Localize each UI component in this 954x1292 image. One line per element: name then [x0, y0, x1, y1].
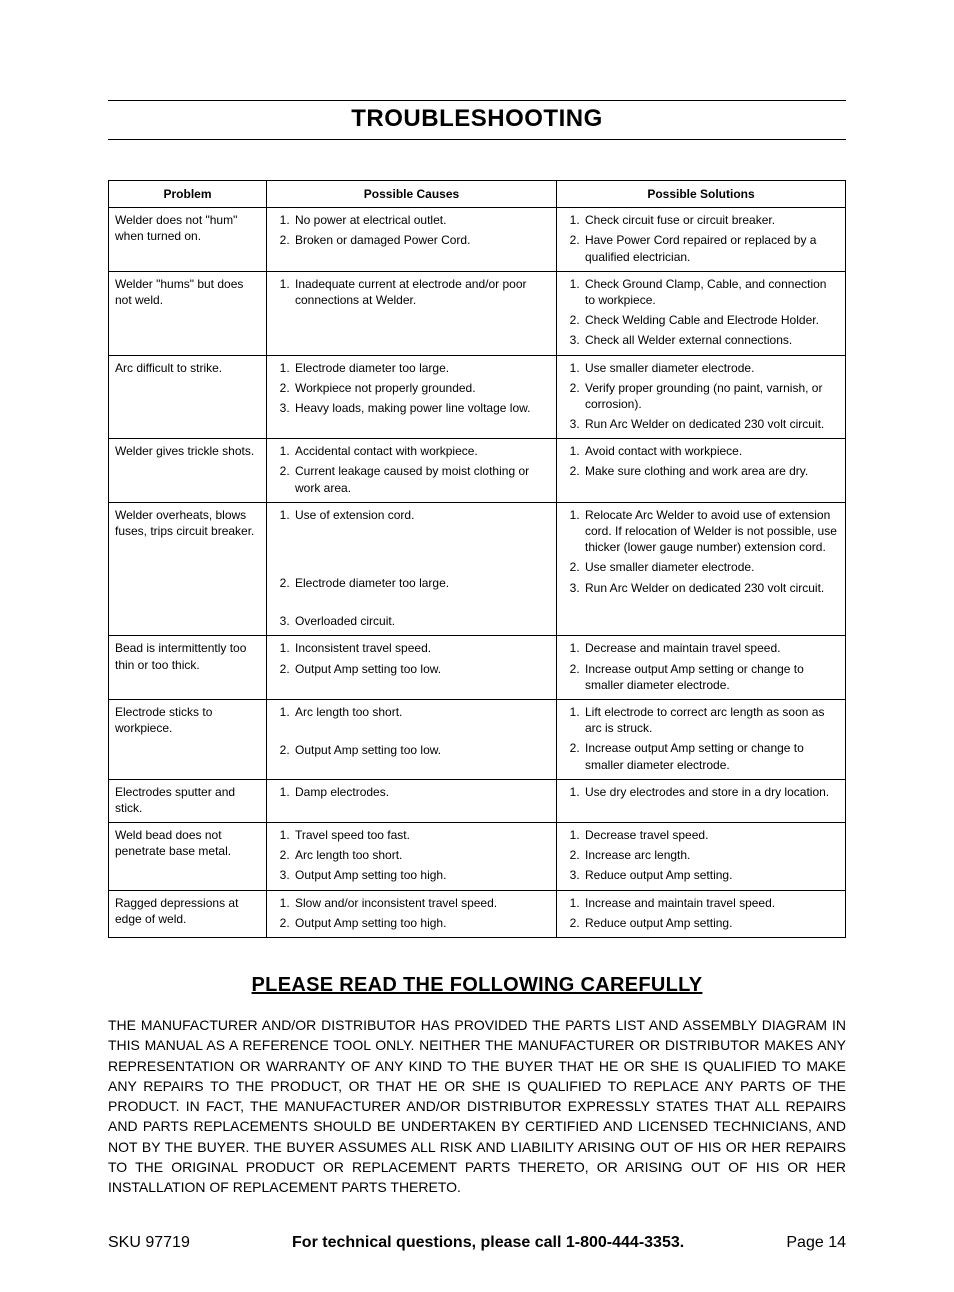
solution-item: Check circuit fuse or circuit breaker. — [583, 212, 839, 228]
footer-sku: SKU 97719 — [108, 1234, 190, 1252]
table-row: Electrode sticks to workpiece.Arc length… — [109, 699, 846, 779]
solution-item: Increase output Amp setting or change to… — [583, 661, 839, 693]
disclaimer-text: THE MANUFACTURER AND/OR DISTRIBUTOR HAS … — [108, 1015, 846, 1198]
cause-item: Electrode diameter too large. — [293, 360, 550, 376]
solution-item: Relocate Arc Welder to avoid use of exte… — [583, 507, 839, 556]
solution-item: Check Ground Clamp, Cable, and connectio… — [583, 276, 839, 308]
cell-causes: No power at electrical outlet. Broken or … — [267, 208, 557, 272]
cause-item: Heavy loads, making power line voltage l… — [293, 400, 550, 416]
table-row: Bead is intermittently too thin or too t… — [109, 636, 846, 700]
cell-causes: Accidental contact with workpiece. Curren… — [267, 439, 557, 503]
cell-problem: Weld bead does not penetrate base metal. — [109, 823, 267, 891]
table-row: Welder overheats, blows fuses, trips cir… — [109, 502, 846, 636]
cause-item: Travel speed too fast. — [293, 827, 550, 843]
cause-item: Electrode diameter too large. — [293, 575, 550, 591]
solution-item: Reduce output Amp setting. — [583, 915, 839, 931]
cell-causes: Arc length too short. Output Amp setting … — [267, 699, 557, 779]
solution-item: Decrease travel speed. — [583, 827, 839, 843]
cell-solutions: Check circuit fuse or circuit breaker. Ha… — [557, 208, 846, 272]
solution-item: Run Arc Welder on dedicated 230 volt cir… — [583, 416, 839, 432]
cell-problem: Arc difficult to strike. — [109, 355, 267, 439]
cell-causes: Travel speed too fast. Arc length too sho… — [267, 823, 557, 891]
cause-item: No power at electrical outlet. — [293, 212, 550, 228]
solution-item: Check Welding Cable and Electrode Holder… — [583, 312, 839, 328]
table-row: Electrodes sputter and stick. Damp electr… — [109, 779, 846, 822]
solution-item: Increase output Amp setting or change to… — [583, 740, 839, 772]
solution-item: Avoid contact with workpiece. — [583, 443, 839, 459]
cell-problem: Welder gives trickle shots. — [109, 439, 267, 503]
cell-problem: Ragged depressions at edge of weld. — [109, 890, 267, 937]
cell-problem: Welder does not "hum" when turned on. — [109, 208, 267, 272]
cause-item: Output Amp setting too low. — [293, 661, 550, 677]
solution-item: Lift electrode to correct arc length as … — [583, 704, 839, 736]
cell-causes: Inconsistent travel speed. Output Amp set… — [267, 636, 557, 700]
col-solutions: Possible Solutions — [557, 181, 846, 208]
table-row: Weld bead does not penetrate base metal.… — [109, 823, 846, 891]
cause-item: Overloaded circuit. — [293, 613, 550, 629]
solution-item: Verify proper grounding (no paint, varni… — [583, 380, 839, 412]
table-header-row: Problem Possible Causes Possible Solutio… — [109, 181, 846, 208]
solution-item: Make sure clothing and work area are dry… — [583, 463, 839, 479]
cell-causes: Inadequate current at electrode and/or p… — [267, 271, 557, 355]
table-row: Arc difficult to strike.Electrode diamet… — [109, 355, 846, 439]
cause-item: Damp electrodes. — [293, 784, 550, 800]
cause-item: Broken or damaged Power Cord. — [293, 232, 550, 248]
table-row: Welder "hums" but does not weld. Inadequa… — [109, 271, 846, 355]
cause-item: Workpiece not properly grounded. — [293, 380, 550, 396]
col-causes: Possible Causes — [267, 181, 557, 208]
cell-causes: Damp electrodes. — [267, 779, 557, 822]
subheading: PLEASE READ THE FOLLOWING CAREFULLY — [108, 974, 846, 997]
cause-item: Output Amp setting too high. — [293, 867, 550, 883]
cell-problem: Bead is intermittently too thin or too t… — [109, 636, 267, 700]
page-footer: SKU 97719 For technical questions, pleas… — [108, 1234, 846, 1252]
cause-item: Current leakage caused by moist clothing… — [293, 463, 550, 495]
cell-solutions: Use smaller diameter electrode. Verify pr… — [557, 355, 846, 439]
solution-item: Use smaller diameter electrode. — [583, 559, 839, 575]
cell-solutions: Relocate Arc Welder to avoid use of exte… — [557, 502, 846, 636]
footer-page: Page 14 — [786, 1234, 846, 1252]
cause-item: Accidental contact with workpiece. — [293, 443, 550, 459]
cause-item: Inconsistent travel speed. — [293, 640, 550, 656]
cell-solutions: Decrease and maintain travel speed. Incre… — [557, 636, 846, 700]
cell-solutions: Decrease travel speed. Increase arc lengt… — [557, 823, 846, 891]
solution-item: Use smaller diameter electrode. — [583, 360, 839, 376]
solution-item: Reduce output Amp setting. — [583, 867, 839, 883]
cause-item: Output Amp setting too high. — [293, 915, 550, 931]
solution-item: Have Power Cord repaired or replaced by … — [583, 232, 839, 264]
table-row: Welder does not "hum" when turned on.No … — [109, 208, 846, 272]
table-row: Welder gives trickle shots.Accidental co… — [109, 439, 846, 503]
solution-item: Use dry electrodes and store in a dry lo… — [583, 784, 839, 800]
solution-item: Run Arc Welder on dedicated 230 volt cir… — [583, 580, 839, 596]
troubleshooting-table: Problem Possible Causes Possible Solutio… — [108, 180, 846, 938]
cause-item: Use of extension cord. — [293, 507, 550, 523]
cause-item: Arc length too short. — [293, 704, 550, 720]
cell-solutions: Increase and maintain travel speed. Reduc… — [557, 890, 846, 937]
cell-solutions: Use dry electrodes and store in a dry lo… — [557, 779, 846, 822]
col-problem: Problem — [109, 181, 267, 208]
solution-item: Increase and maintain travel speed. — [583, 895, 839, 911]
cause-item: Inadequate current at electrode and/or p… — [293, 276, 550, 308]
document-page: TROUBLESHOOTING Problem Possible Causes … — [0, 0, 954, 1292]
cell-solutions: Lift electrode to correct arc length as … — [557, 699, 846, 779]
cell-problem: Welder "hums" but does not weld. — [109, 271, 267, 355]
cell-problem: Electrodes sputter and stick. — [109, 779, 267, 822]
solution-item: Increase arc length. — [583, 847, 839, 863]
cell-causes: Slow and/or inconsistent travel speed. Ou… — [267, 890, 557, 937]
cell-solutions: Avoid contact with workpiece. Make sure c… — [557, 439, 846, 503]
footer-tech: For technical questions, please call 1-8… — [292, 1234, 684, 1252]
solution-item: Decrease and maintain travel speed. — [583, 640, 839, 656]
page-title: TROUBLESHOOTING — [108, 100, 846, 140]
table-body: Welder does not "hum" when turned on.No … — [109, 208, 846, 938]
cell-solutions: Check Ground Clamp, Cable, and connectio… — [557, 271, 846, 355]
table-row: Ragged depressions at edge of weld.Slow … — [109, 890, 846, 937]
cell-problem: Welder overheats, blows fuses, trips cir… — [109, 502, 267, 636]
cell-causes: Electrode diameter too large. Workpiece n… — [267, 355, 557, 439]
cause-item: Output Amp setting too low. — [293, 742, 550, 758]
cause-item: Arc length too short. — [293, 847, 550, 863]
cell-problem: Electrode sticks to workpiece. — [109, 699, 267, 779]
cause-item: Slow and/or inconsistent travel speed. — [293, 895, 550, 911]
solution-item: Check all Welder external connections. — [583, 332, 839, 348]
cell-causes: Use of extension cord. Electrode diameter… — [267, 502, 557, 636]
